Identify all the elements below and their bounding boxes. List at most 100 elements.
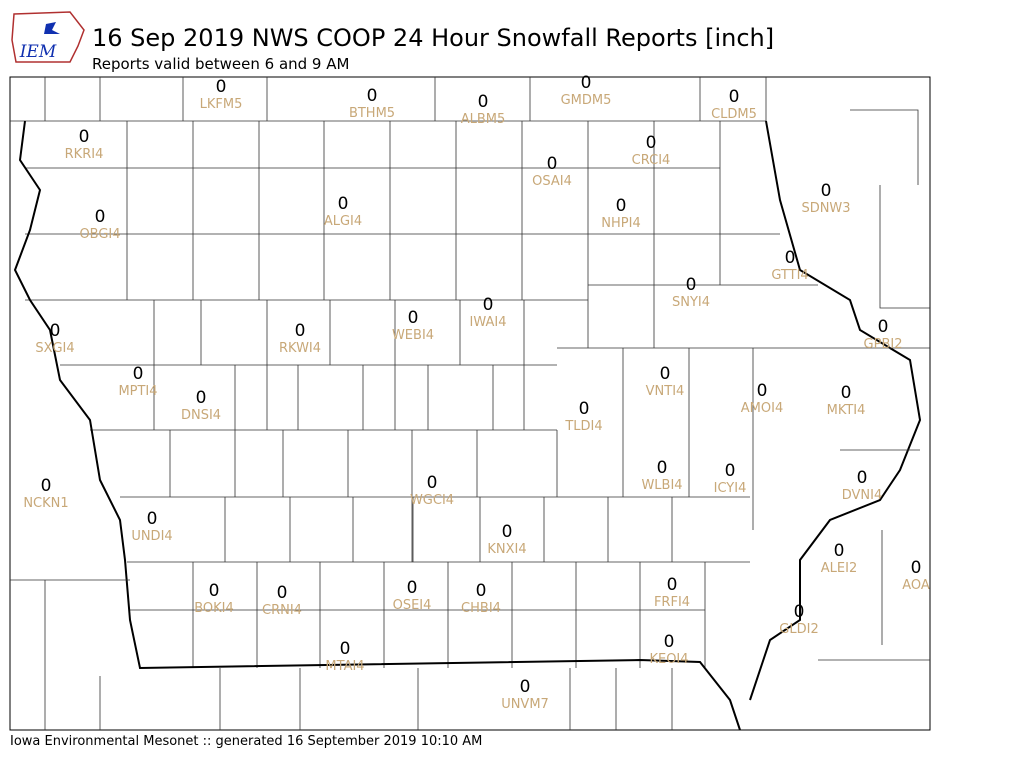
station-value: 0 <box>729 87 740 107</box>
station-value: 0 <box>367 86 378 106</box>
subtitle: Reports valid between 6 and 9 AM <box>92 55 349 73</box>
station-value: 0 <box>841 383 852 403</box>
station-value: 0 <box>408 308 419 328</box>
station-id: ALBM5 <box>461 112 506 127</box>
station-id: MKTI4 <box>827 403 866 418</box>
station-value: 0 <box>427 473 438 493</box>
station-value: 0 <box>79 127 90 147</box>
station-id: ALEI2 <box>821 561 857 576</box>
station-id: MPTI4 <box>118 384 157 399</box>
station-value: 0 <box>785 248 796 268</box>
title: 16 Sep 2019 NWS COOP 24 Hour Snowfall Re… <box>92 24 774 52</box>
station-value: 0 <box>196 388 207 408</box>
station-id: CRCI4 <box>632 153 671 168</box>
station-value: 0 <box>478 92 489 112</box>
station-id: BTHM5 <box>349 106 395 121</box>
station-value: 0 <box>667 575 678 595</box>
station-id: OSEI4 <box>393 598 432 613</box>
station-id: AMOI4 <box>741 401 783 416</box>
station-value: 0 <box>338 194 349 214</box>
station-id: WLBI4 <box>641 478 682 493</box>
county-lines <box>10 77 930 731</box>
station-value: 0 <box>686 275 697 295</box>
station-value: 0 <box>147 509 158 529</box>
station-value: 0 <box>209 581 220 601</box>
station-value: 0 <box>579 399 590 419</box>
station-value: 0 <box>547 154 558 174</box>
station-value: 0 <box>857 468 868 488</box>
station-id: FRFI4 <box>654 595 690 610</box>
station-id: NCKN1 <box>23 496 68 511</box>
station-value: 0 <box>757 381 768 401</box>
station-id: MTAI4 <box>325 659 364 674</box>
station-value: 0 <box>407 578 418 598</box>
station-value: 0 <box>878 317 889 337</box>
station-value: 0 <box>133 364 144 384</box>
station-id: SDNW3 <box>801 201 850 216</box>
station-id: ALGI4 <box>324 214 362 229</box>
footer: Iowa Environmental Mesonet :: generated … <box>10 734 482 749</box>
station-value: 0 <box>216 77 227 97</box>
station-id: GPBI2 <box>864 337 903 352</box>
station-value: 0 <box>616 196 627 216</box>
station-id: AOA <box>902 578 930 593</box>
station-value: 0 <box>50 321 61 341</box>
logo-shape <box>11 11 85 63</box>
station-id: RKWI4 <box>279 341 321 356</box>
north-counties <box>25 121 818 348</box>
station-id: KEOI4 <box>649 652 688 667</box>
station-value: 0 <box>725 461 736 481</box>
station-value: 0 <box>340 639 351 659</box>
state-border <box>13 120 922 731</box>
station-id: UNDI4 <box>131 529 172 544</box>
station-value: 0 <box>660 364 671 384</box>
station-value: 0 <box>646 133 657 153</box>
station-id: LKFM5 <box>200 97 243 112</box>
station-id: UNVM7 <box>501 697 549 712</box>
station-value: 0 <box>821 181 832 201</box>
station-id: DVNI4 <box>842 488 883 503</box>
station-id: CRNI4 <box>262 603 302 618</box>
neighbor-counties <box>10 77 930 730</box>
logo-icon <box>44 22 60 34</box>
station-value: 0 <box>834 541 845 561</box>
station-id: TLDI4 <box>564 419 602 434</box>
station-id: BOKI4 <box>194 601 234 616</box>
station-value: 0 <box>657 458 668 478</box>
station-value: 0 <box>476 581 487 601</box>
station-id: VNTI4 <box>646 384 685 399</box>
station-value: 0 <box>581 73 592 93</box>
station-id: SNYI4 <box>672 295 710 310</box>
station-value: 0 <box>95 207 106 227</box>
station-value: 0 <box>502 522 513 542</box>
station-value: 0 <box>520 677 531 697</box>
map-frame <box>9 76 931 731</box>
station-id: GMDM5 <box>561 93 612 108</box>
station-id: ICYI4 <box>714 481 747 496</box>
station-id: OBGI4 <box>79 227 120 242</box>
station-value: 0 <box>794 602 805 622</box>
station-value: 0 <box>664 632 675 652</box>
station-id: GTTI4 <box>771 268 808 283</box>
border-lines <box>10 77 766 122</box>
station-value: 0 <box>911 558 922 578</box>
station-id: WEBI4 <box>392 328 434 343</box>
station-value: 0 <box>483 295 494 315</box>
station-id: DNSI4 <box>181 408 221 423</box>
station-value: 0 <box>41 476 52 496</box>
station-id: NHPI4 <box>601 216 640 231</box>
logo: IEM <box>11 11 85 63</box>
logo-text: IEM <box>19 42 57 62</box>
station-id: CHBI4 <box>461 601 501 616</box>
south-counties <box>60 300 818 668</box>
station-id: OSAI4 <box>532 174 572 189</box>
station-id: GLDI2 <box>779 622 818 637</box>
station-id: RKRI4 <box>65 147 104 162</box>
station-id: CLDM5 <box>711 107 757 122</box>
station-id: IWAI4 <box>470 315 507 330</box>
station-id: SXGI4 <box>35 341 74 356</box>
station-value: 0 <box>295 321 306 341</box>
